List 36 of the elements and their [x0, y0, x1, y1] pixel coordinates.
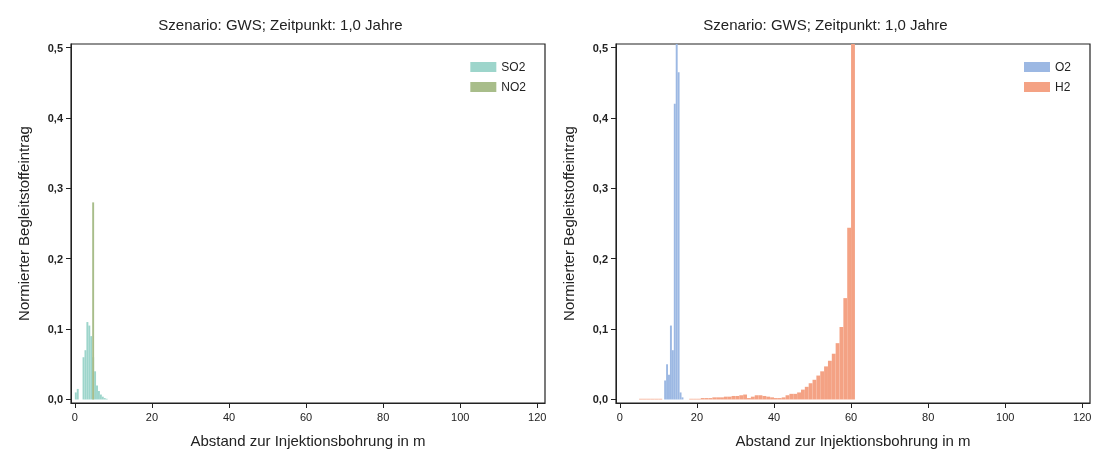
y-tick-label: 0,2: [592, 252, 608, 265]
x-axis-title: Abstand zur Injektionsbohrung in m: [735, 432, 971, 449]
chart-title: Szenario: GWS; Zeitpunkt: 1,0 Jahre: [703, 16, 948, 33]
x-tick-label: 20: [690, 410, 704, 423]
x-tick-label: 100: [451, 410, 470, 423]
chart-title: Szenario: GWS; Zeitpunkt: 1,0 Jahre: [158, 16, 403, 33]
x-tick-label: 80: [377, 410, 390, 423]
x-tick-label: 40: [222, 410, 236, 423]
y-tick-label: 0,4: [592, 111, 609, 124]
x-tick-label: 100: [996, 410, 1015, 423]
y-tick-label: 0,0: [47, 393, 63, 406]
y-tick-label: 0,2: [47, 252, 63, 265]
x-tick-label: 0: [71, 410, 78, 423]
x-tick-label: 0: [616, 410, 623, 423]
x-tick-label: 80: [922, 410, 935, 423]
x-tick-label: 40: [767, 410, 781, 423]
x-axis-title: Abstand zur Injektionsbohrung in m: [190, 432, 426, 449]
y-axis-title: Normierter Begleitstoffeintrag: [560, 126, 577, 321]
x-tick-label: 60: [299, 410, 313, 423]
x-tick-label: 120: [528, 410, 547, 423]
y-tick-label: 0,1: [592, 323, 608, 336]
y-tick-label: 0,5: [592, 41, 608, 54]
legend-label: H2: [1054, 80, 1071, 94]
x-tick-label: 60: [844, 410, 858, 423]
legend-label: O2: [1054, 60, 1072, 74]
y-tick-label: 0,1: [47, 323, 63, 336]
y-tick-label: 0,3: [592, 182, 608, 195]
y-tick-label: 0,4: [47, 111, 64, 124]
legend-label: NO2: [501, 80, 527, 94]
x-tick-label: 120: [1073, 410, 1092, 423]
y-tick-label: 0,3: [47, 182, 63, 195]
x-tick-label: 20: [145, 410, 159, 423]
y-tick-label: 0,5: [47, 41, 63, 54]
y-axis-title: Normierter Begleitstoffeintrag: [15, 126, 32, 321]
legend-label: SO2: [501, 60, 526, 74]
y-tick-label: 0,0: [592, 393, 608, 406]
